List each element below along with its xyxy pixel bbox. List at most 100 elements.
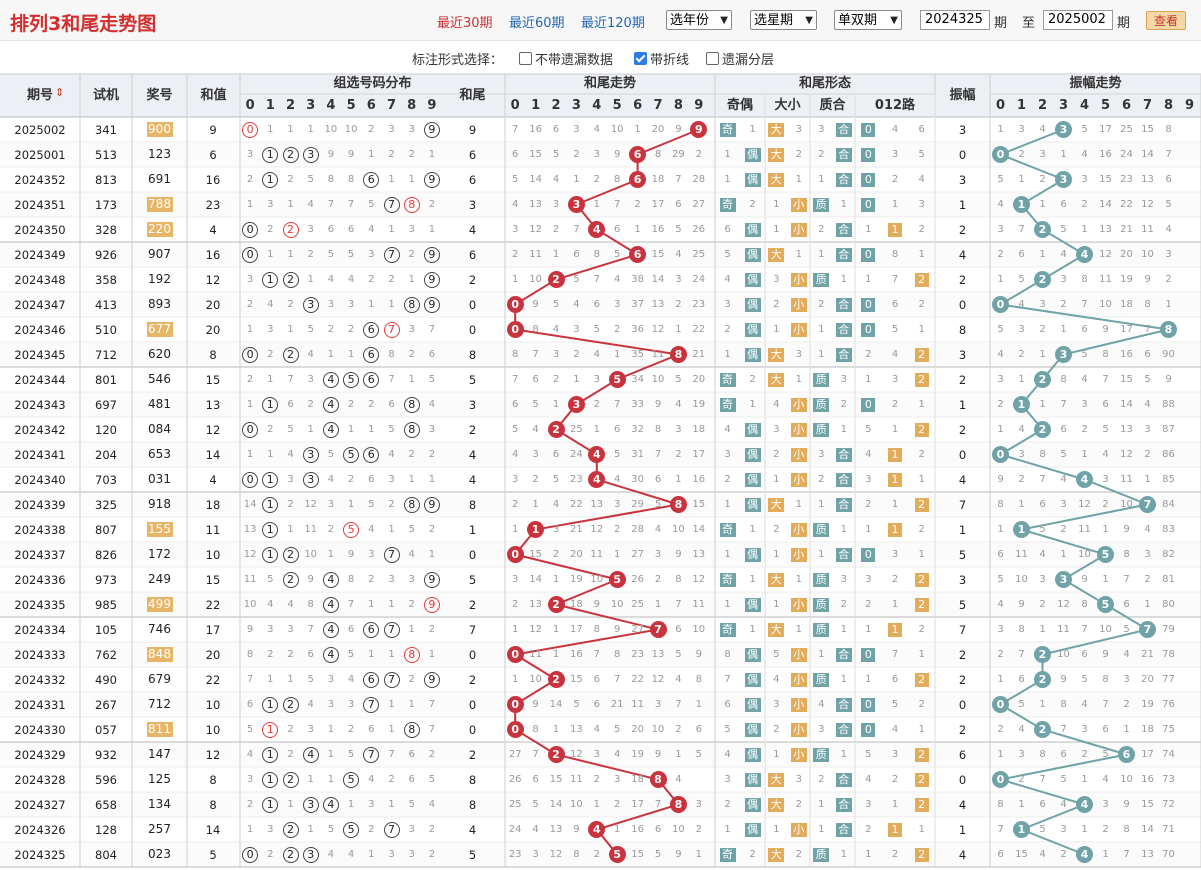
- range-link-30[interactable]: 最近30期: [437, 16, 493, 31]
- group-omission: 3: [408, 823, 415, 835]
- col-header-digit: 7: [386, 98, 396, 113]
- option-no-omission[interactable]: 不带遗漏数据: [519, 49, 613, 68]
- tail-hit-ball: 6: [629, 171, 647, 188]
- form-omission: 2: [749, 373, 756, 385]
- prize-number: 084: [148, 422, 171, 436]
- group-omission: 7: [327, 198, 335, 210]
- group-hit-ball: 2: [282, 771, 299, 788]
- tail-omission: 3: [552, 523, 560, 535]
- form-badge: 偶: [744, 497, 761, 512]
- tail-omission: 9: [532, 298, 539, 310]
- amp-omission: 7: [1102, 698, 1109, 710]
- range-link-120[interactable]: 最近120期: [581, 16, 645, 31]
- form-badge: 小: [790, 747, 807, 762]
- tail-hit-ball: 5: [608, 846, 626, 863]
- group-omission: 1: [368, 148, 375, 160]
- amp-omission: 6: [1165, 173, 1172, 185]
- col-header-digit: 4: [592, 98, 602, 113]
- checkbox-icon[interactable]: [519, 52, 532, 65]
- checkbox-icon[interactable]: [706, 52, 719, 65]
- group-omission: 2: [368, 273, 375, 285]
- group-omission: 3: [408, 123, 415, 135]
- road-omission: 3: [891, 748, 899, 760]
- group-omission: 2: [368, 573, 375, 585]
- tail-omission: 2: [512, 248, 519, 260]
- road-omission: 4: [918, 173, 925, 185]
- year-select[interactable]: 选年份 ▼: [666, 10, 732, 30]
- group-omission: 2: [267, 423, 274, 435]
- amp-omission: 13: [1141, 848, 1154, 860]
- road-badge: 2: [914, 572, 929, 587]
- col-header-digit: 2: [551, 98, 561, 113]
- tail-omission: 4: [593, 348, 600, 360]
- to-period-input[interactable]: 2025002: [1043, 10, 1113, 30]
- tail-omission: 25: [508, 798, 522, 810]
- tail-omission: 6: [573, 248, 580, 260]
- group-omission: 1: [287, 323, 294, 335]
- amp-omission: 9: [1081, 573, 1088, 585]
- tail-omission: 1: [675, 323, 682, 335]
- checkbox-checked-icon[interactable]: [634, 52, 647, 65]
- from-period-input[interactable]: 2024325: [920, 10, 990, 30]
- sort-arrows-icon[interactable]: ⇕: [55, 86, 65, 99]
- form-badge: 大: [768, 147, 785, 162]
- weekday-select[interactable]: 选星期 ▼: [750, 10, 817, 30]
- road-omission: 1: [865, 273, 872, 285]
- group-hit-ball: 2: [282, 571, 299, 588]
- tail-omission: 12: [529, 623, 542, 635]
- col-header-digit: 7: [653, 98, 663, 113]
- group-hit-ball: 2: [282, 146, 299, 163]
- group-omission: 2: [388, 273, 395, 285]
- group-hit-ball: 1: [262, 696, 279, 713]
- tail-omission: 7: [614, 673, 621, 685]
- parity-select-value: 单双期: [838, 13, 878, 28]
- amp-omission: 4: [1060, 248, 1067, 260]
- tail-omission: 2: [654, 573, 662, 585]
- amp-omission: 2: [1165, 273, 1172, 285]
- option-layered[interactable]: 遗漏分层: [706, 49, 774, 68]
- range-link-60[interactable]: 最近60期: [509, 16, 565, 31]
- form-badge: 质: [813, 847, 830, 862]
- trial-cell: 932: [95, 747, 117, 762]
- form-badge: 奇: [719, 397, 736, 412]
- amp-omission: 5: [997, 173, 1004, 185]
- tail-omission: 10: [692, 623, 706, 635]
- period-cell: 2024350: [14, 222, 66, 237]
- form-badge: 小: [790, 397, 807, 412]
- tail-omission: 15: [549, 773, 563, 785]
- group-omission: 2: [307, 398, 314, 410]
- amp-omission: 5: [997, 573, 1004, 585]
- trial-cell: 804: [95, 847, 117, 862]
- view-button[interactable]: 查看: [1146, 11, 1186, 30]
- sum-cell: 8: [209, 797, 217, 812]
- road-omission: 3: [891, 148, 899, 160]
- option-with-line[interactable]: 带折线: [634, 49, 689, 68]
- col-header-digit: 3: [1058, 98, 1069, 113]
- form-omission: 1: [818, 648, 825, 660]
- tail-cell: 2: [468, 272, 477, 287]
- group-omission: 2: [347, 723, 355, 735]
- amp-omission: 1: [1081, 223, 1088, 235]
- amp-omission: 80: [1162, 598, 1175, 610]
- form-omission: 3: [773, 423, 780, 435]
- tail-omission: 1: [552, 398, 560, 410]
- amp-omission: 4: [997, 348, 1004, 360]
- tail-omission: 1: [552, 248, 560, 260]
- parity-select[interactable]: 单双期 ▼: [834, 10, 902, 30]
- tail-omission: 3: [614, 298, 621, 310]
- form-badge: 质: [813, 622, 830, 637]
- group-omission: 1: [408, 623, 415, 635]
- group-omission: 4: [347, 673, 355, 685]
- amp-omission: 16: [1120, 348, 1133, 360]
- tail-omission: 5: [532, 398, 539, 410]
- group-omission: 10: [304, 548, 318, 560]
- form-omission: 3: [795, 348, 802, 360]
- tail-omission: 9: [654, 748, 662, 760]
- group-hit-ball: 4: [322, 646, 339, 663]
- road-omission: 2: [918, 623, 925, 635]
- tail-omission: 15: [692, 498, 706, 510]
- amp-omission: 1: [997, 523, 1004, 535]
- amp-omission: 6: [1102, 398, 1109, 410]
- group-hit-ball: 6: [363, 446, 380, 463]
- form-badge: 小: [790, 297, 807, 312]
